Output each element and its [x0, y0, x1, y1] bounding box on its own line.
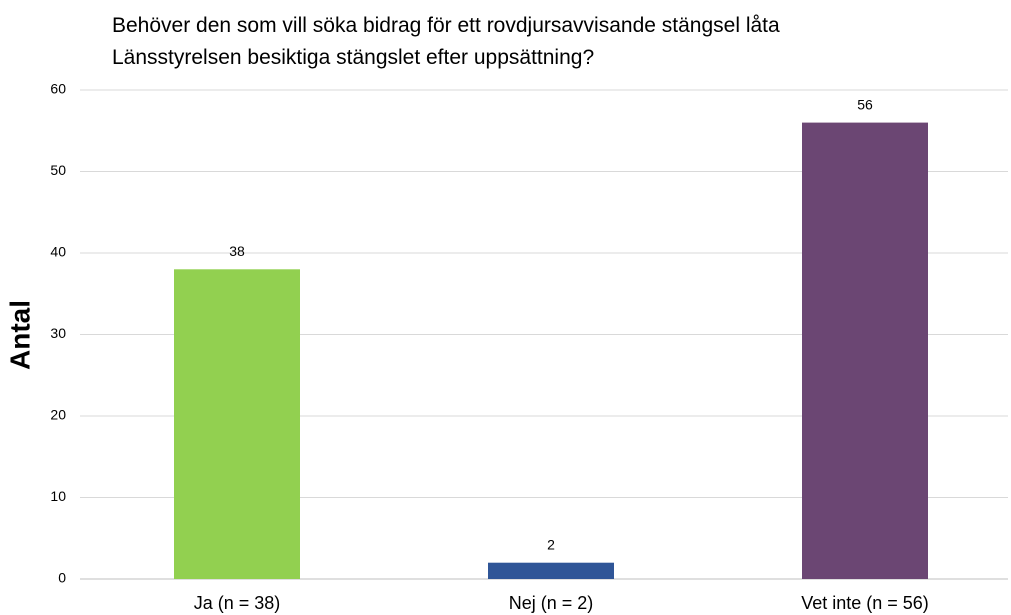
y-tick-label: 30: [50, 325, 66, 341]
bar: [488, 562, 614, 579]
x-tick-label: Nej (n = 2): [509, 593, 594, 613]
y-tick-label: 40: [50, 244, 66, 260]
data-label: 56: [857, 96, 873, 112]
x-tick-label: Vet inte (n = 56): [801, 593, 929, 613]
y-tick-label: 60: [50, 81, 66, 97]
y-tick-label: 50: [50, 162, 66, 178]
chart-title: Behöver den som vill söka bidrag för ett…: [112, 14, 780, 37]
x-tick-label: Ja (n = 38): [194, 593, 281, 613]
data-label: 38: [229, 243, 245, 259]
chart-title: Länsstyrelsen besiktiga stängslet efter …: [112, 46, 594, 69]
y-tick-label: 20: [50, 407, 66, 423]
bar: [174, 269, 300, 579]
y-axis-label: Antal: [4, 300, 35, 370]
y-tick-label: 10: [50, 488, 66, 504]
bar: [802, 122, 928, 579]
data-label: 2: [547, 536, 555, 552]
y-tick-label: 0: [58, 570, 66, 586]
